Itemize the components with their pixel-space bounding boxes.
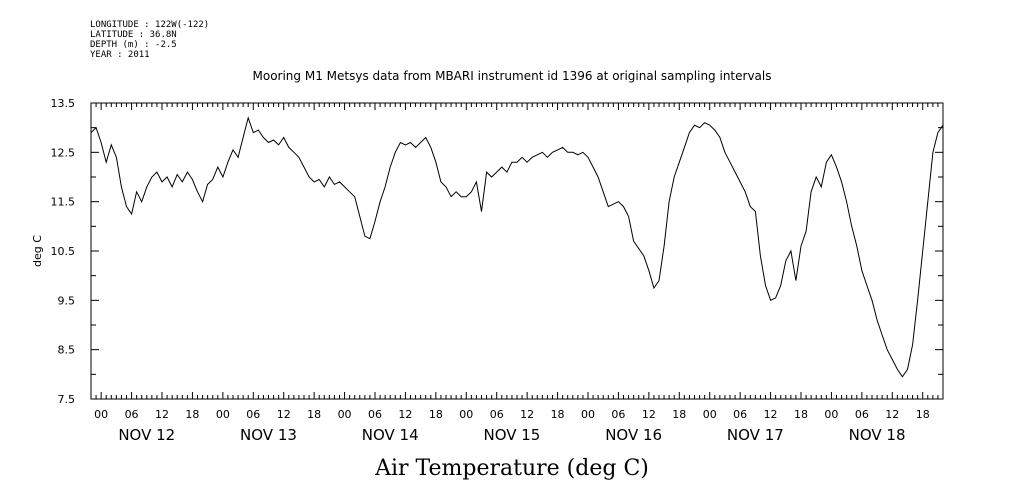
- x-tick-label: 06: [125, 408, 139, 421]
- y-tick-label: 12.5: [51, 146, 76, 159]
- x-tick-label: 00: [824, 408, 838, 421]
- x-tick-label: 00: [703, 408, 717, 421]
- x-tick-label: 06: [733, 408, 747, 421]
- x-axis-label: Air Temperature (deg C): [374, 456, 649, 481]
- x-tick-label: 00: [338, 408, 352, 421]
- longitude-label: LONGITUDE : 122W(-122): [90, 20, 210, 30]
- x-tick-label: 00: [94, 408, 108, 421]
- y-tick-label: 7.5: [58, 393, 76, 406]
- depth-label: DEPTH (m) : -2.5: [90, 40, 177, 50]
- x-tick-label: 12: [398, 408, 412, 421]
- y-axis-label: deg C: [31, 235, 44, 267]
- x-tick-label: 18: [916, 408, 930, 421]
- x-tick-label: 00: [581, 408, 595, 421]
- x-tick-label: 12: [155, 408, 169, 421]
- x-tick-label: 06: [611, 408, 625, 421]
- chart-title: Mooring M1 Metsys data from MBARI instru…: [253, 69, 772, 83]
- air-temperature-line: [90, 116, 944, 378]
- day-label: NOV 12: [118, 426, 175, 444]
- x-tick-label: 12: [520, 408, 534, 421]
- x-tick-label: 18: [794, 408, 808, 421]
- latitude-label: LATITUDE : 36.8N: [90, 30, 177, 40]
- day-label: NOV 14: [362, 426, 419, 444]
- year-label: YEAR : 2011: [90, 50, 150, 60]
- y-tick-label: 10.5: [51, 245, 76, 258]
- x-tick-label: 12: [764, 408, 778, 421]
- x-tick-label: 00: [459, 408, 473, 421]
- x-tick-label: 18: [672, 408, 686, 421]
- day-label: NOV 16: [605, 426, 662, 444]
- y-tick-labels: 13.5 12.5 11.5 10.5 9.5 8.5 7.5: [51, 97, 76, 406]
- x-tick-label: 06: [490, 408, 504, 421]
- plot-frame: [90, 102, 944, 400]
- day-labels: NOV 12 NOV 13 NOV 14 NOV 15 NOV 16 NOV 17 NOV …: [118, 426, 905, 444]
- y-tick-label: 9.5: [58, 294, 76, 307]
- axis-ticks: [90, 102, 944, 400]
- x-tick-label: 12: [642, 408, 656, 421]
- y-tick-label: 13.5: [51, 97, 76, 110]
- x-tick-label: 06: [855, 408, 869, 421]
- x-tick-label: 00: [216, 408, 230, 421]
- day-label: NOV 13: [240, 426, 297, 444]
- x-tick-label: 18: [185, 408, 199, 421]
- x-tick-label: 18: [429, 408, 443, 421]
- x-tick-label: 18: [307, 408, 321, 421]
- x-tick-labels: 00 06 12 18 00 06 12 18 00 06 12 18 00 06 12 18 00 06 12 18…: [94, 408, 930, 421]
- y-tick-label: 11.5: [51, 196, 76, 209]
- x-tick-label: 12: [885, 408, 899, 421]
- mooring-metadata: LONGITUDE : 122W(-122) LATITUDE : 36.8N …: [90, 20, 209, 60]
- x-tick-label: 06: [368, 408, 382, 421]
- day-label: NOV 15: [483, 426, 540, 444]
- y-tick-label: 8.5: [58, 344, 76, 357]
- x-tick-label: 12: [277, 408, 291, 421]
- day-label: NOV 18: [849, 426, 906, 444]
- x-tick-label: 18: [551, 408, 565, 421]
- day-label: NOV 17: [727, 426, 784, 444]
- x-tick-label: 06: [246, 408, 260, 421]
